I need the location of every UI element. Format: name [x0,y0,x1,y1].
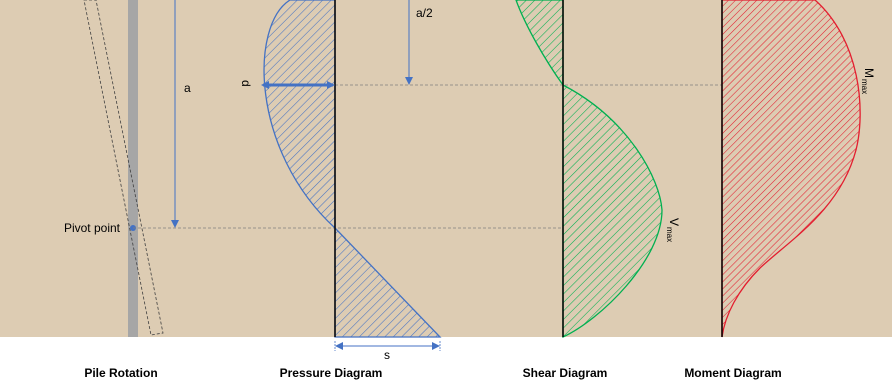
dimension-a-half: a/2 [405,0,433,85]
pressure-diagram-panel: d s [239,0,442,362]
dimension-s-label: s [384,348,390,362]
moment-curve [721,0,861,338]
caption-pressure-diagram: Pressure Diagram [280,366,383,380]
caption-pile-rotation: Pile Rotation [84,366,157,380]
pivot-point-label: Pivot point [64,221,121,235]
svg-text:max: max [665,227,674,242]
pile-rotated-outline [83,0,164,336]
m-max-label: M max [860,68,876,94]
svg-text:M: M [862,68,876,78]
pile-original-position [128,0,138,337]
pile-rotation-panel: Pivot point [64,0,164,337]
dimension-a: a [171,0,191,228]
pressure-upper-lobe [263,0,336,230]
svg-text:V: V [667,218,681,226]
shear-lower-lobe [562,83,663,339]
shear-diagram-panel: V max [515,0,681,339]
v-max-label: V max [665,218,681,242]
dimension-a-half-label: a/2 [416,6,433,20]
svg-text:max: max [860,79,869,94]
moment-diagram-panel: M max [721,0,876,338]
dimension-a-label: a [184,81,191,95]
caption-shear-diagram: Shear Diagram [523,366,608,380]
dimension-d-label: d [239,80,253,87]
caption-moment-diagram: Moment Diagram [684,366,781,380]
